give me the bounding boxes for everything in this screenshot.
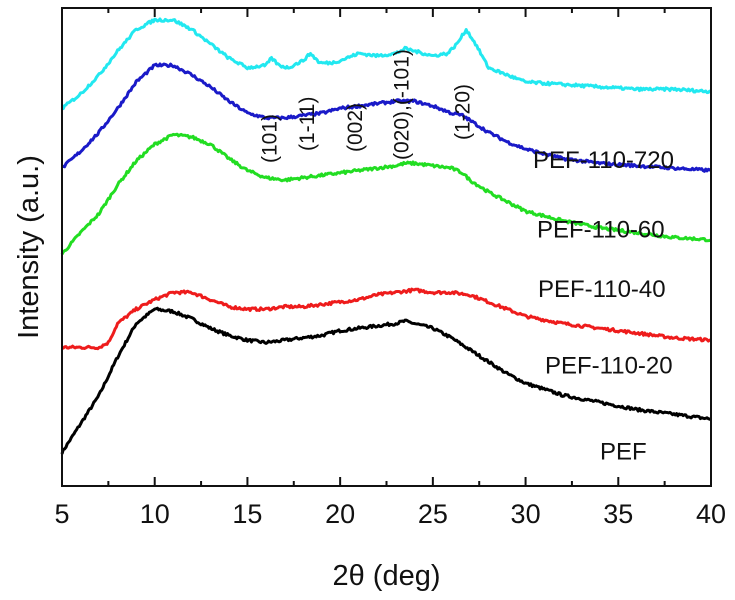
y-axis-title: Intensity (a.u.) bbox=[13, 155, 45, 339]
peak-label: (101) bbox=[259, 114, 282, 163]
series-line-2 bbox=[60, 132, 712, 256]
series-line-3 bbox=[61, 62, 712, 173]
x-tick-label: 20 bbox=[325, 499, 355, 529]
x-axis-title: 2θ (deg) bbox=[332, 560, 440, 592]
series-label-4: PEF-110-720 bbox=[533, 147, 674, 174]
peak-label: (002) bbox=[344, 103, 367, 152]
series-label-3: PEF-110-60 bbox=[537, 216, 665, 243]
axis-ticks bbox=[61, 8, 712, 486]
peak-labels: (101) (1-11) (002) (020),(-101) (1-20) bbox=[259, 49, 475, 163]
x-tick-labels: 5 10 15 20 25 30 35 40 bbox=[54, 499, 726, 529]
peak-label: (1-11) bbox=[296, 97, 319, 151]
x-tick-label: 35 bbox=[603, 499, 633, 529]
x-tick-label: 10 bbox=[140, 499, 170, 529]
series-label-2: PEF-110-40 bbox=[538, 276, 666, 303]
x-tick-label: 5 bbox=[54, 499, 69, 529]
series-curves bbox=[60, 17, 712, 455]
series-line-0 bbox=[60, 306, 712, 455]
peak-label: (020),(-101) bbox=[390, 49, 413, 160]
series-labels: PEF PEF-110-20 PEF-110-40 PEF-110-60 PEF-110… bbox=[533, 147, 674, 466]
x-tick-label: 40 bbox=[696, 499, 726, 529]
series-line-1 bbox=[61, 287, 712, 351]
x-tick-label: 15 bbox=[232, 499, 262, 529]
x-tick-label: 30 bbox=[511, 499, 541, 529]
series-label-1: PEF-110-20 bbox=[545, 353, 673, 380]
series-label-0: PEF bbox=[600, 439, 647, 466]
series-line-4 bbox=[61, 17, 712, 111]
plot-frame bbox=[61, 7, 712, 487]
x-tick-label: 25 bbox=[418, 499, 448, 529]
peak-label: (1-20) bbox=[452, 84, 475, 140]
